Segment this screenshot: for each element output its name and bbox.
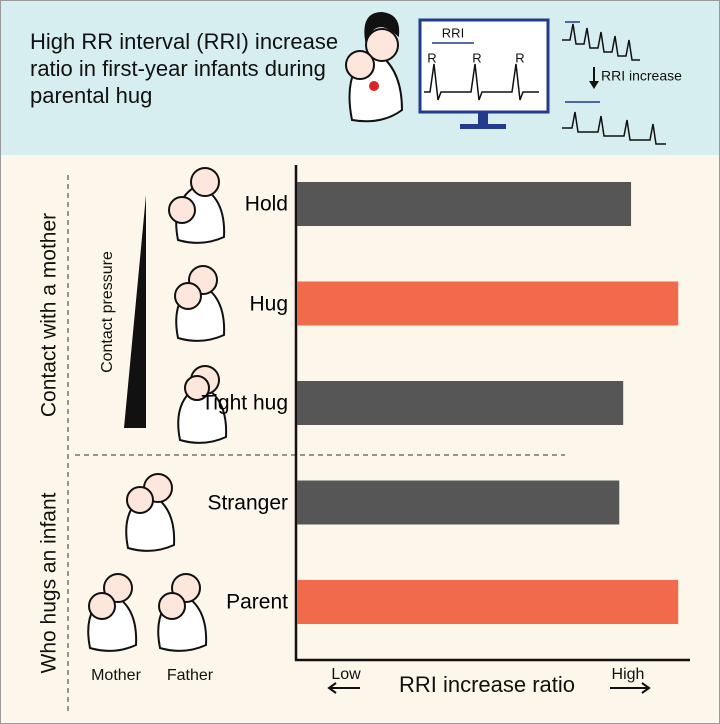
pressure-wedge [124, 195, 146, 428]
category-label: Hold [244, 192, 288, 216]
bar [297, 480, 620, 525]
high-arrow [610, 682, 651, 694]
monitor [418, 18, 666, 145]
ecg-peak: R [472, 50, 481, 65]
x-high-label: High [612, 666, 645, 683]
hug-icons [87, 167, 228, 652]
category-label: Stranger [207, 491, 288, 514]
pressure-label: Contact pressure [99, 251, 116, 373]
x-low-label: Low [331, 666, 361, 683]
bar [297, 182, 632, 226]
header-hug-icon [345, 11, 404, 123]
ecg-interval: RRI [442, 25, 464, 40]
title: High RR interval (RRI) increase ratio in… [30, 29, 339, 108]
group-label: Who hugs an infant [38, 492, 61, 673]
category-label: Hug [249, 292, 288, 315]
icon-label: Mother [91, 667, 141, 684]
bar [297, 580, 679, 624]
x-axis-title: RRI increase ratio [399, 672, 575, 697]
low-arrow [327, 682, 360, 694]
category-label: Parent [226, 590, 288, 614]
ecg-change: RRI increase [601, 68, 682, 84]
group-label: Contact with a mother [38, 213, 61, 417]
ecg-peak: R [515, 50, 524, 65]
bar [297, 381, 624, 425]
category-label: Tight hug [201, 391, 288, 415]
bar [297, 281, 679, 326]
icon-label: Father [167, 667, 214, 684]
ecg-peak: R [427, 50, 436, 65]
